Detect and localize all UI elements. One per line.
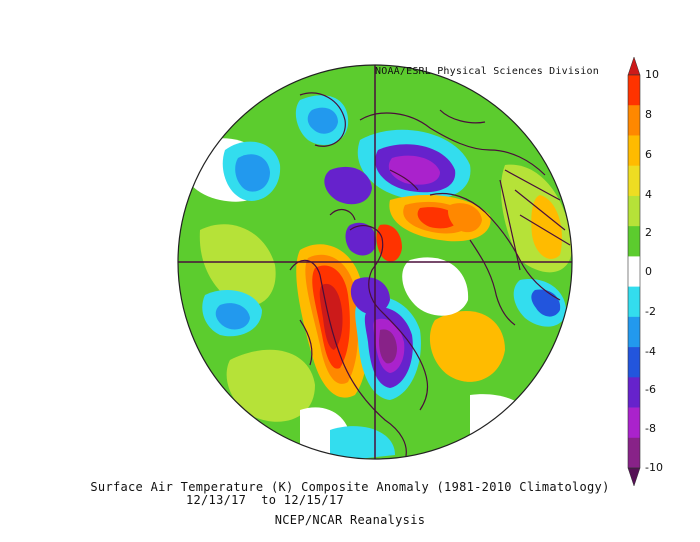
colorbar-segment — [628, 165, 640, 197]
region-white-2 — [402, 257, 469, 316]
tick-label: 2 — [645, 226, 652, 239]
tick-label: 8 — [645, 108, 652, 121]
tick-label: 6 — [645, 148, 652, 161]
tick-label: -4 — [645, 345, 656, 358]
map-boundary — [177, 64, 573, 460]
colorbar-frame — [627, 74, 641, 469]
region-lime-pacific — [199, 224, 276, 306]
colorbar-segment — [628, 347, 640, 378]
tick-label: 10 — [645, 68, 659, 81]
colorbar-segment — [628, 407, 640, 439]
region-white-3 — [470, 394, 540, 459]
region-yellow-east — [531, 195, 562, 259]
region-blue-nw — [235, 154, 270, 192]
tick-label: -10 — [645, 461, 663, 474]
colorbar-segment — [628, 226, 640, 257]
region-cyan-south — [330, 426, 395, 459]
tick-label: 0 — [645, 265, 652, 278]
coastlines — [289, 92, 571, 459]
caption-source: NCEP/NCAR Reanalysis — [274, 513, 426, 527]
caption-title: Surface Air Temperature (K) Composite An… — [90, 480, 610, 494]
colorbar-segment — [628, 195, 640, 227]
tick-label: -8 — [645, 422, 656, 435]
colorbar-segment — [628, 286, 640, 318]
tick-label: -6 — [645, 383, 656, 396]
colorbar-segment — [628, 437, 640, 469]
region-purple-arctic — [324, 166, 372, 205]
colorbar — [627, 56, 641, 487]
colorbar-cap-top — [627, 56, 641, 76]
region-yellow-atlantic — [429, 311, 505, 382]
colorbar-segment — [628, 377, 640, 408]
tick-label: 4 — [645, 188, 652, 201]
region-magenta-siberia — [388, 155, 440, 185]
colorbar-segment — [628, 75, 640, 106]
region-lime-south — [226, 349, 315, 422]
credit-text: NOAA/ESRL Physical Sciences Division — [375, 66, 599, 77]
colorbar-segment — [628, 256, 640, 287]
colorbar-segment — [628, 316, 640, 348]
region-blue-pacific — [215, 303, 250, 330]
caption-dates: 12/13/17 to 12/15/17 — [185, 493, 345, 507]
colorbar-segment — [628, 105, 640, 136]
region-red-asia — [417, 207, 458, 229]
region-maroon-na — [379, 329, 397, 364]
colorbar-segment — [628, 135, 640, 166]
region-red-north — [376, 224, 402, 262]
region-orange-east2 — [448, 203, 482, 233]
region-purple-arctic2 — [345, 222, 377, 256]
tick-label: -2 — [645, 305, 656, 318]
region-blue-north — [307, 107, 338, 134]
